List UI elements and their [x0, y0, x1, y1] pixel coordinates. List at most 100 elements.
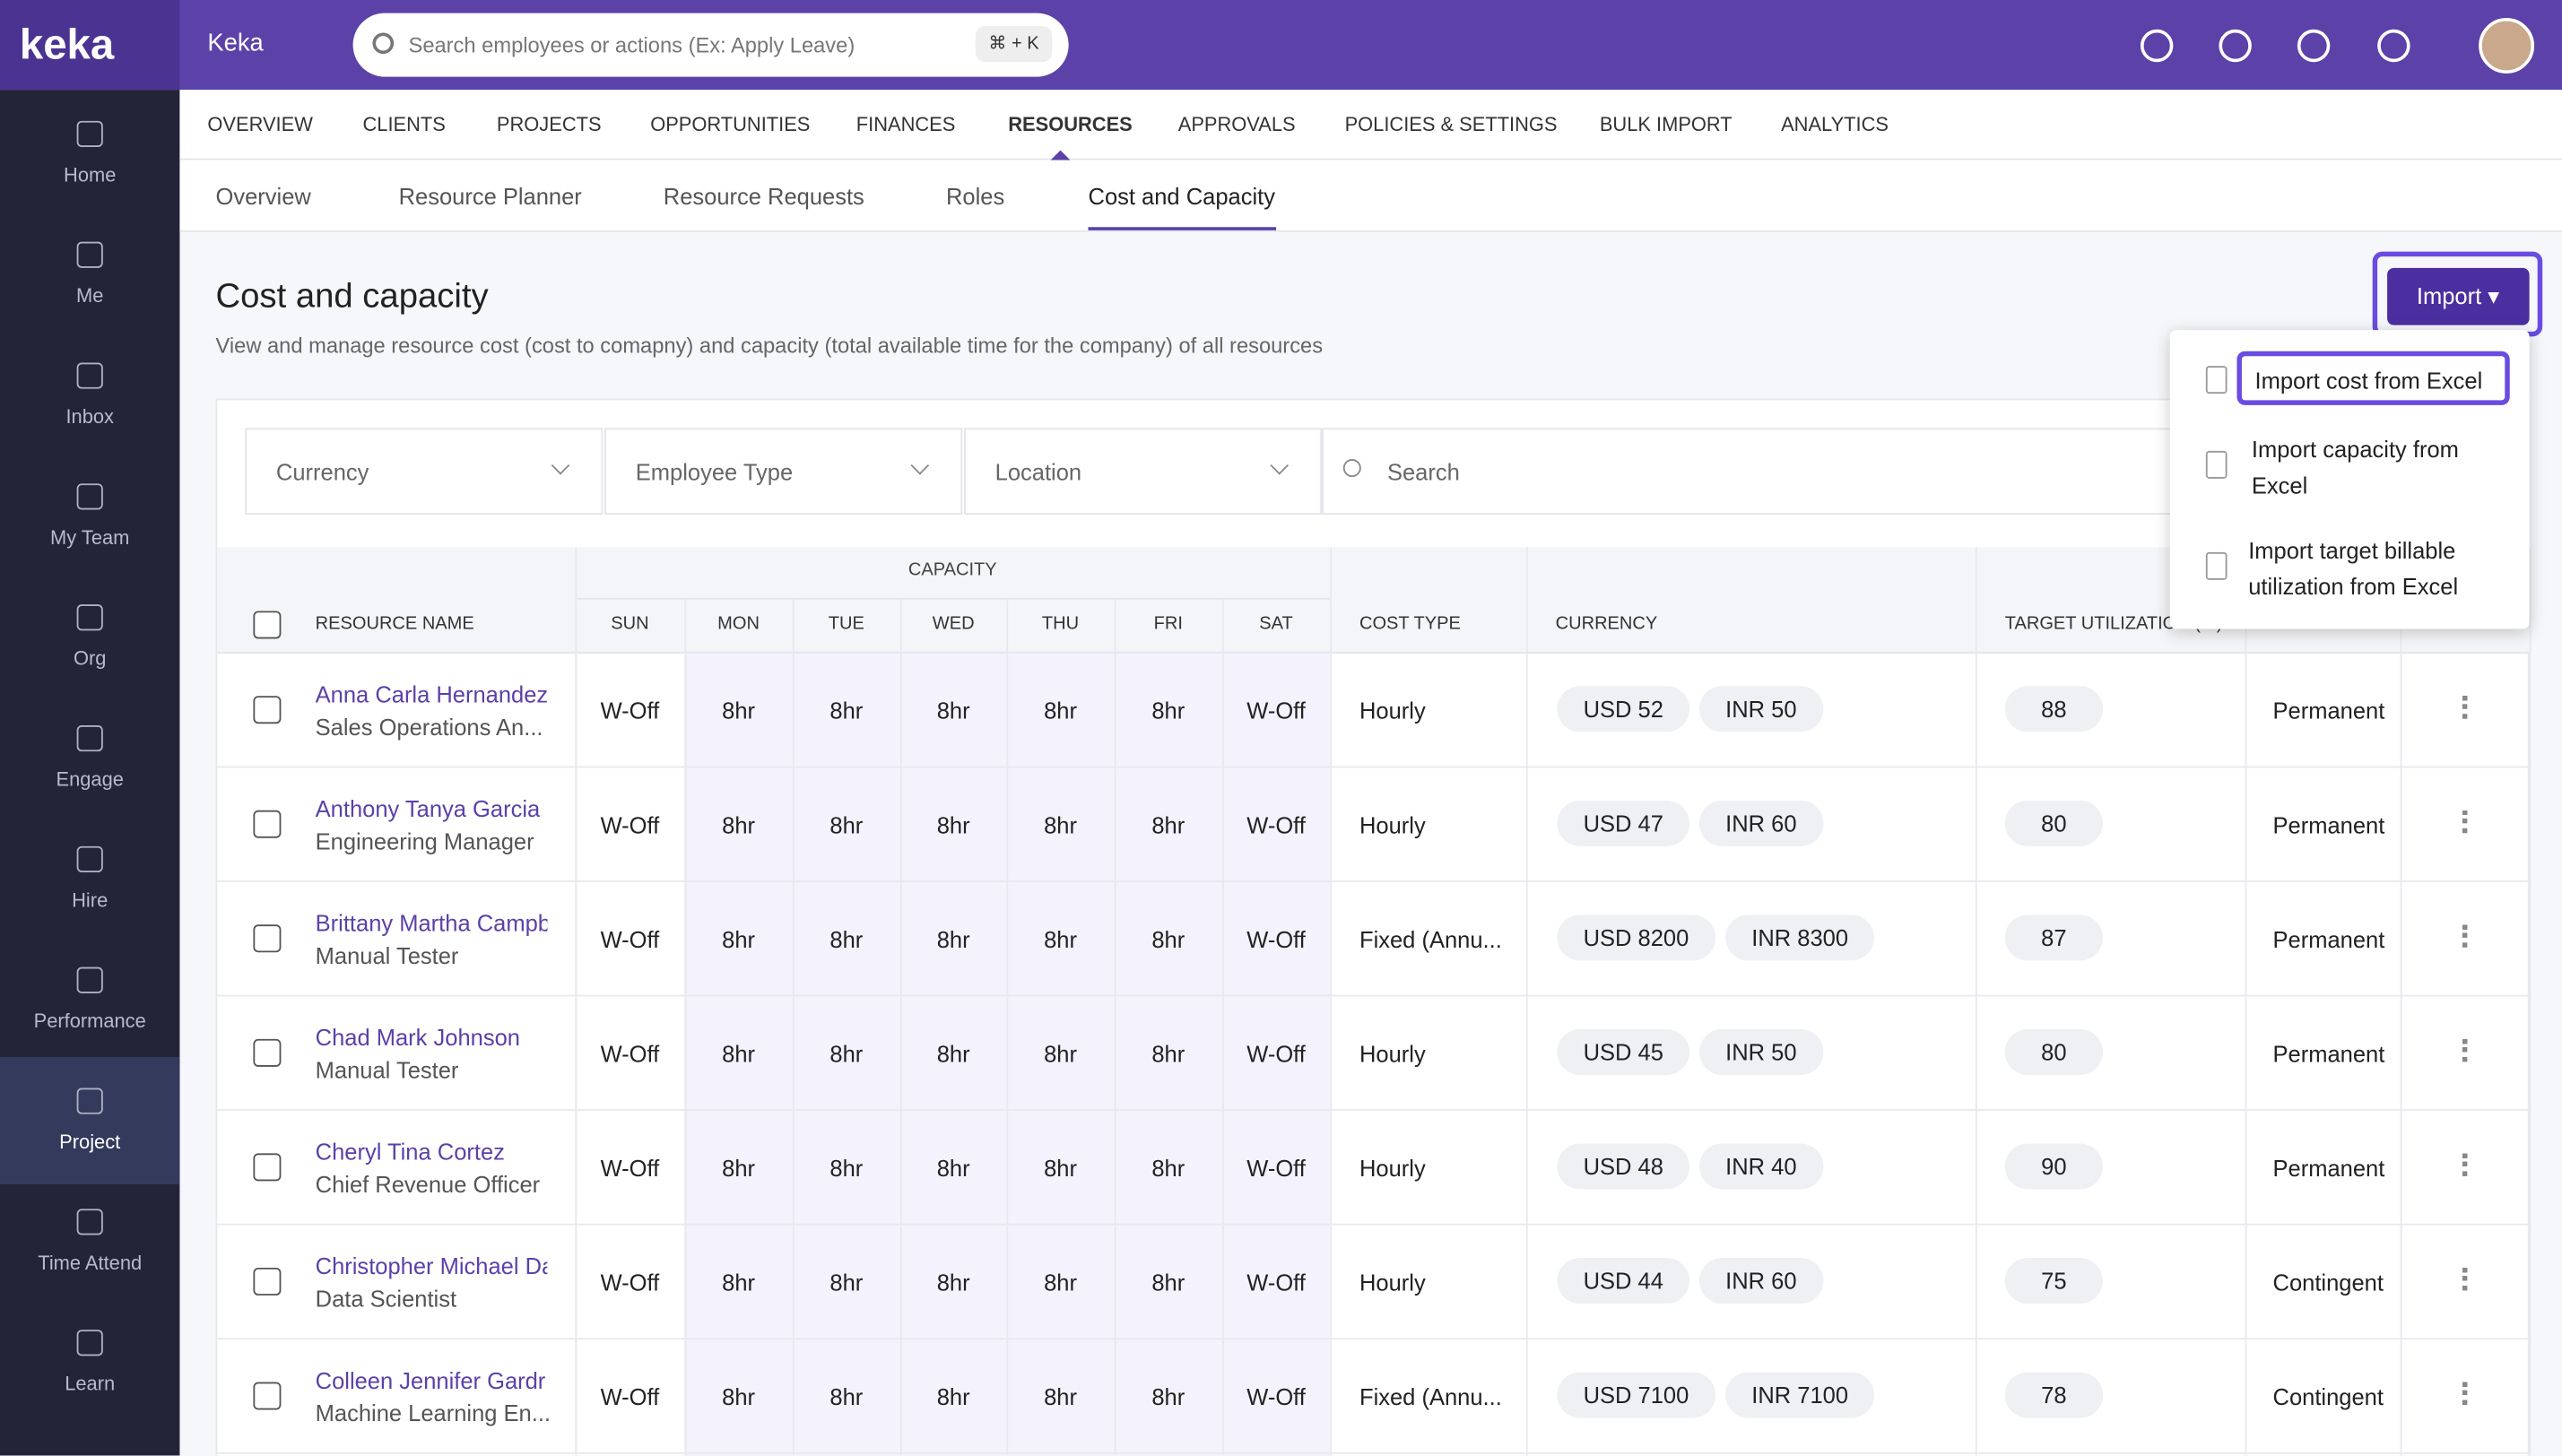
- actions-menu[interactable]: [2462, 1382, 2469, 1405]
- sidebar-icon[interactable]: [77, 1209, 103, 1235]
- capacity-cell: W-Off: [1222, 1270, 1330, 1296]
- sub-nav-item[interactable]: Overview: [216, 183, 311, 209]
- column-header: MON: [684, 614, 792, 634]
- avatar[interactable]: [2479, 18, 2534, 74]
- top-nav-item[interactable]: RESOURCES: [1008, 113, 1133, 136]
- sidebar-item[interactable]: Engage: [0, 767, 179, 791]
- resource-name[interactable]: Anna Carla Hernandez: [316, 681, 548, 707]
- top-nav-item[interactable]: BULK IMPORT: [1600, 113, 1733, 136]
- sidebar-item[interactable]: Project: [0, 1131, 179, 1154]
- sidebar-icon[interactable]: [77, 483, 103, 509]
- sub-nav-underline: [1089, 227, 1277, 230]
- capacity-cell: 8hr: [1115, 698, 1222, 724]
- shortcut: ⌘ + K: [976, 26, 1052, 62]
- actions-menu[interactable]: [2462, 1268, 2469, 1291]
- resource-name[interactable]: Anthony Tanya Garcia: [316, 795, 548, 821]
- column-divider: [2401, 547, 2402, 1455]
- capacity-cell: W-Off: [575, 926, 684, 952]
- row-checkbox[interactable]: [253, 1039, 281, 1067]
- top-nav-item[interactable]: APPROVALS: [1178, 113, 1296, 136]
- sidebar-icon[interactable]: [77, 846, 103, 872]
- sidebar-icon[interactable]: [77, 1088, 103, 1114]
- top-nav-item[interactable]: OVERVIEW: [207, 113, 312, 136]
- header-icon[interactable]: [2297, 30, 2330, 62]
- top-nav-item[interactable]: PROJECTS: [497, 113, 602, 136]
- capacity-cell: 8hr: [684, 1155, 792, 1181]
- sidebar-icon[interactable]: [77, 967, 103, 993]
- row-checkbox[interactable]: [253, 1382, 281, 1409]
- sidebar-icon[interactable]: [77, 1330, 103, 1356]
- row-checkbox[interactable]: [253, 924, 281, 952]
- menu-item[interactable]: Import capacity from Excel: [2252, 431, 2497, 503]
- row-checkbox[interactable]: [253, 1268, 281, 1296]
- menu-item[interactable]: Import target billable utilization from …: [2248, 533, 2493, 604]
- row-divider: [217, 1452, 2529, 1454]
- row-divider: [217, 767, 2529, 768]
- actions-menu[interactable]: [2462, 810, 2469, 834]
- sidebar-item[interactable]: Org: [0, 647, 179, 671]
- capacity-cell: 8hr: [1006, 698, 1114, 724]
- resource-name[interactable]: Christopher Michael Da: [316, 1253, 548, 1279]
- filter[interactable]: Search: [1322, 428, 2236, 515]
- row-checkbox[interactable]: [253, 1153, 281, 1181]
- resource-name[interactable]: Cheryl Tina Cortez: [316, 1139, 548, 1165]
- actions-menu[interactable]: [2462, 1039, 2469, 1062]
- sub-nav-item[interactable]: Cost and Capacity: [1089, 183, 1275, 209]
- cost-type: Hourly: [1359, 698, 1426, 724]
- menu-highlight: [2236, 351, 2509, 405]
- top-nav-item[interactable]: CLIENTS: [363, 113, 446, 136]
- resource-name[interactable]: Brittany Martha Campb: [316, 910, 548, 936]
- capacity-cell: 8hr: [793, 926, 900, 952]
- sidebar-icon[interactable]: [77, 725, 103, 751]
- top-nav-item[interactable]: ANALYTICS: [1781, 113, 1889, 136]
- sidebar-item[interactable]: My Team: [0, 526, 179, 550]
- header-icon[interactable]: [2141, 30, 2173, 62]
- filter[interactable]: Currency: [245, 428, 603, 515]
- actions-menu[interactable]: [2462, 696, 2469, 719]
- sidebar-item[interactable]: Hire: [0, 888, 179, 912]
- capacity-cell: 8hr: [793, 1041, 900, 1067]
- sidebar-icon[interactable]: [77, 604, 103, 630]
- sidebar-item[interactable]: Performance: [0, 1010, 179, 1033]
- column-header: CURRENCY: [1556, 614, 1658, 634]
- page-title: Cost and capacity: [216, 278, 489, 317]
- top-nav-item[interactable]: FINANCES: [856, 113, 956, 136]
- header-checkbox[interactable]: [253, 611, 281, 638]
- search-placeholder: Search employees or actions (Ex: Apply L…: [409, 32, 855, 56]
- import-label[interactable]: Import: [2417, 282, 2481, 308]
- filter[interactable]: Location: [964, 428, 1322, 515]
- import-button[interactable]: Import ▾: [2387, 268, 2530, 325]
- sidebar-item[interactable]: Inbox: [0, 405, 179, 429]
- sidebar-item[interactable]: Learn: [0, 1373, 179, 1396]
- sub-nav-item[interactable]: Resource Requests: [664, 183, 864, 209]
- sidebar-icon[interactable]: [77, 121, 103, 147]
- sidebar-item[interactable]: Time Attend: [0, 1252, 179, 1275]
- sidebar-item[interactable]: Me: [0, 284, 179, 308]
- search-icon: [1343, 459, 1361, 477]
- header-icon[interactable]: [2219, 30, 2251, 62]
- top-nav-item[interactable]: POLICIES & SETTINGS: [1345, 113, 1558, 136]
- row-checkbox[interactable]: [253, 810, 281, 838]
- search-box[interactable]: Search employees or actions (Ex: Apply L…: [353, 13, 1069, 77]
- sub-nav-item[interactable]: Roles: [946, 183, 1004, 209]
- sidebar-icon[interactable]: [77, 363, 103, 389]
- actions-menu[interactable]: [2462, 924, 2469, 948]
- resource-name[interactable]: Colleen Jennifer Gardr: [316, 1367, 548, 1393]
- top-nav-item[interactable]: OPPORTUNITIES: [650, 113, 810, 136]
- row-divider: [217, 1338, 2529, 1339]
- header-icon[interactable]: [2377, 30, 2410, 62]
- row-checkbox[interactable]: [253, 696, 281, 724]
- sub-nav-item[interactable]: Resource Planner: [399, 183, 582, 209]
- sidebar-icon[interactable]: [77, 242, 103, 268]
- actions-menu[interactable]: [2462, 1153, 2469, 1176]
- resource-role: Machine Learning En...: [316, 1400, 551, 1426]
- column-divider: [793, 600, 795, 1456]
- column-header: TUE: [793, 614, 900, 634]
- capacity-cell: 8hr: [1115, 1155, 1222, 1181]
- capacity-cell: W-Off: [575, 698, 684, 724]
- sidebar-item[interactable]: Home: [0, 163, 179, 186]
- row-divider: [217, 880, 2529, 882]
- filter[interactable]: Employee Type: [604, 428, 962, 515]
- resource-name[interactable]: Chad Mark Johnson: [316, 1024, 548, 1050]
